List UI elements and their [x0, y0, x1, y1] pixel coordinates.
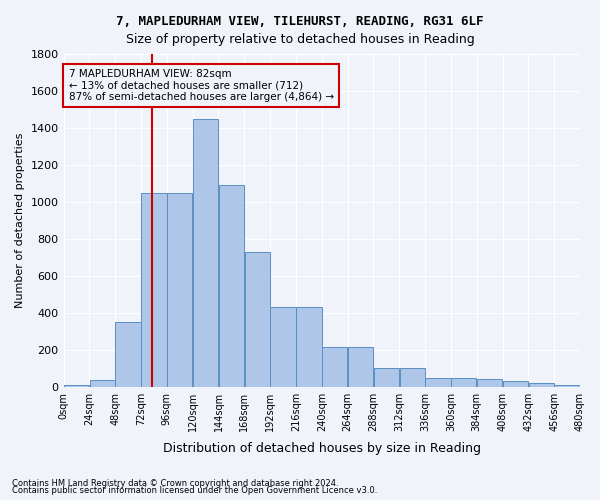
Bar: [115, 322, 141, 387]
Text: 7, MAPLEDURHAM VIEW, TILEHURST, READING, RG31 6LF: 7, MAPLEDURHAM VIEW, TILEHURST, READING,…: [116, 15, 484, 28]
Bar: [554, 385, 580, 387]
Bar: [451, 378, 476, 387]
Text: Size of property relative to detached houses in Reading: Size of property relative to detached ho…: [125, 32, 475, 46]
Bar: [529, 383, 554, 387]
Bar: [193, 118, 218, 387]
Text: Contains HM Land Registry data © Crown copyright and database right 2024.: Contains HM Land Registry data © Crown c…: [12, 478, 338, 488]
Bar: [400, 368, 425, 387]
X-axis label: Distribution of detached houses by size in Reading: Distribution of detached houses by size …: [163, 442, 481, 455]
Text: Contains public sector information licensed under the Open Government Licence v3: Contains public sector information licen…: [12, 486, 377, 495]
Bar: [245, 252, 270, 387]
Bar: [503, 381, 528, 387]
Text: 7 MAPLEDURHAM VIEW: 82sqm
← 13% of detached houses are smaller (712)
87% of semi: 7 MAPLEDURHAM VIEW: 82sqm ← 13% of detac…: [69, 69, 334, 102]
Bar: [296, 308, 322, 387]
Bar: [219, 186, 244, 387]
Y-axis label: Number of detached properties: Number of detached properties: [15, 132, 25, 308]
Bar: [167, 192, 193, 387]
Bar: [374, 368, 399, 387]
Bar: [141, 192, 167, 387]
Bar: [425, 378, 451, 387]
Bar: [322, 347, 347, 387]
Bar: [271, 308, 296, 387]
Bar: [348, 347, 373, 387]
Bar: [477, 380, 502, 387]
Bar: [64, 385, 89, 387]
Bar: [89, 380, 115, 387]
